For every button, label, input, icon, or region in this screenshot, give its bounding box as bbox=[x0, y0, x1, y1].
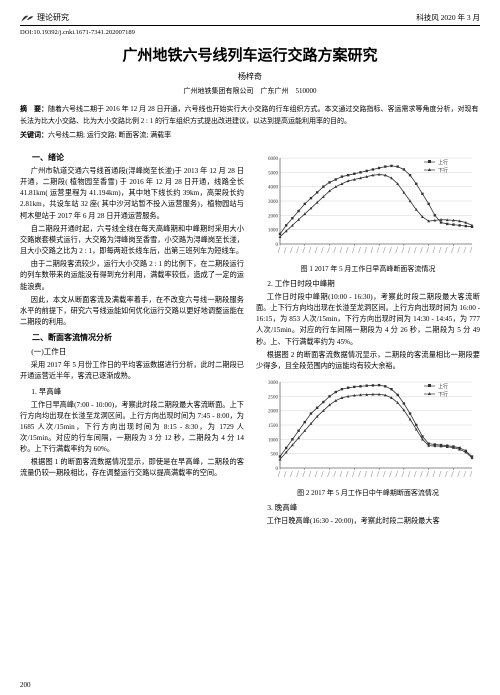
abstract-text: 随着六号线二期于 2016 年 12 月 28 日开通，六号线也开始实行大小交路… bbox=[20, 105, 479, 125]
svg-text:6000: 6000 bbox=[268, 157, 279, 162]
svg-text:5000: 5000 bbox=[268, 171, 279, 176]
svg-text:4000: 4000 bbox=[268, 186, 279, 191]
leaf-icon bbox=[20, 13, 34, 23]
svg-text:上行: 上行 bbox=[438, 159, 448, 166]
chart-2: 050010001500200025003000上行下行 bbox=[256, 376, 480, 486]
section-label: 理论研究 bbox=[37, 12, 69, 23]
chart-2-svg: 050010001500200025003000上行下行 bbox=[256, 376, 476, 486]
chart-1-svg: 0100020003000400050006000上行下行 bbox=[256, 152, 476, 262]
para: 采用 2017 年 5 月份工作日的平均客运数据进行分析，此时二期段已开通运营近… bbox=[20, 360, 244, 382]
section-2-heading: 二、断面客流情况分析 bbox=[20, 332, 244, 343]
para: 工作日时段中峰期(10:00 - 16:30)，考察此时段二期段最大客流断面。上… bbox=[256, 292, 480, 348]
chart-1: 0100020003000400050006000上行下行 bbox=[256, 152, 480, 262]
issue-label: 科技风 2020 年 3 月 bbox=[416, 12, 480, 23]
para: 广州市轨道交通六号线首通段(浔峰岗至长湴)于 2013 年 12 月 28 日开… bbox=[20, 166, 244, 222]
left-column: 一、绪论 广州市轨道交通六号线首通段(浔峰岗至长湴)于 2013 年 12 月 … bbox=[20, 148, 244, 529]
para: 由于二期段客流较少，运行大小交路 2 : 1 的比例下，在二期段运行的列车数带来… bbox=[20, 259, 244, 292]
subheading-evening: 3. 晚高峰 bbox=[256, 502, 480, 513]
section-logo: 理论研究 bbox=[20, 12, 69, 23]
svg-text:2000: 2000 bbox=[268, 214, 279, 219]
svg-text:3000: 3000 bbox=[268, 381, 279, 386]
abstract-label: 摘 要： bbox=[20, 106, 48, 113]
svg-text:下行: 下行 bbox=[438, 391, 448, 398]
para: 工作日晚高峰(16:30 - 20:00)，考察此时段二期段最大客 bbox=[256, 516, 480, 527]
para: 因此，本文从断面客流及满载率着手，在不改变六号线一期段服务水平的前提下，研究六号… bbox=[20, 295, 244, 328]
svg-text:1500: 1500 bbox=[268, 424, 279, 429]
paper-title: 广州地铁六号线列车运行交路方案研究 bbox=[20, 44, 480, 65]
page-number: 200 bbox=[20, 681, 31, 689]
keywords: 关键词：六号线二期; 运行交路; 断面客流; 满载率 bbox=[20, 130, 480, 140]
svg-text:2000: 2000 bbox=[268, 410, 279, 415]
svg-text:2500: 2500 bbox=[268, 395, 279, 400]
para: 根据图 2 的断面客流数据情况显示，二期段的客流量相比一期段要少得多，且全段范围… bbox=[256, 350, 480, 372]
para: 工作日早高峰(7:00 - 10:00)，考察此时段二期段最大客流断面。上下行方… bbox=[20, 400, 244, 456]
abstract: 摘 要：随着六号线二期于 2016 年 12 月 28 日开通，六号线也开始实行… bbox=[20, 104, 480, 126]
svg-text:1000: 1000 bbox=[268, 438, 279, 443]
chart-2-caption: 图 2 2017 年 5 月工作日中午峰期断面客流情况 bbox=[256, 488, 480, 498]
affiliation: 广州地铁集团有限公司 广东广州 510000 bbox=[20, 86, 480, 96]
author: 杨梓奇 bbox=[20, 71, 480, 82]
svg-text:1000: 1000 bbox=[268, 229, 279, 234]
section-1-heading: 一、绪论 bbox=[20, 152, 244, 163]
para: 自二期段开通时起，六号线全线在每天高峰期和中峰期时采用大小交路嵌套模式运行，大交… bbox=[20, 224, 244, 257]
svg-text:下行: 下行 bbox=[438, 167, 448, 174]
svg-text:500: 500 bbox=[271, 453, 279, 458]
page-header: 理论研究 科技风 2020 年 3 月 bbox=[20, 12, 480, 26]
svg-text:上行: 上行 bbox=[438, 383, 448, 390]
subheading-morning: 1. 早高峰 bbox=[20, 386, 244, 397]
doi: DOI:10.19392/j.cnki.1671-7341.202007189 bbox=[20, 29, 480, 36]
subheading-midday: 2. 工作日时段中峰期 bbox=[256, 278, 480, 289]
subheading-workday: (一)工作日 bbox=[20, 346, 244, 357]
chart-1-caption: 图 1 2017 年 5 月工作日早高峰断面客流情况 bbox=[256, 264, 480, 274]
keywords-text: 六号线二期; 运行交路; 断面客流; 满载率 bbox=[48, 131, 171, 139]
keywords-label: 关键词： bbox=[20, 132, 48, 139]
right-column: 0100020003000400050006000上行下行 图 1 2017 年… bbox=[256, 148, 480, 529]
svg-text:3000: 3000 bbox=[268, 200, 279, 205]
para: 根据图 1 的断面客流数据情况显示，即使是在早高峰，二期段的客流量仍较一期段相比… bbox=[20, 457, 244, 479]
body-columns: 一、绪论 广州市轨道交通六号线首通段(浔峰岗至长湴)于 2013 年 12 月 … bbox=[20, 148, 480, 529]
